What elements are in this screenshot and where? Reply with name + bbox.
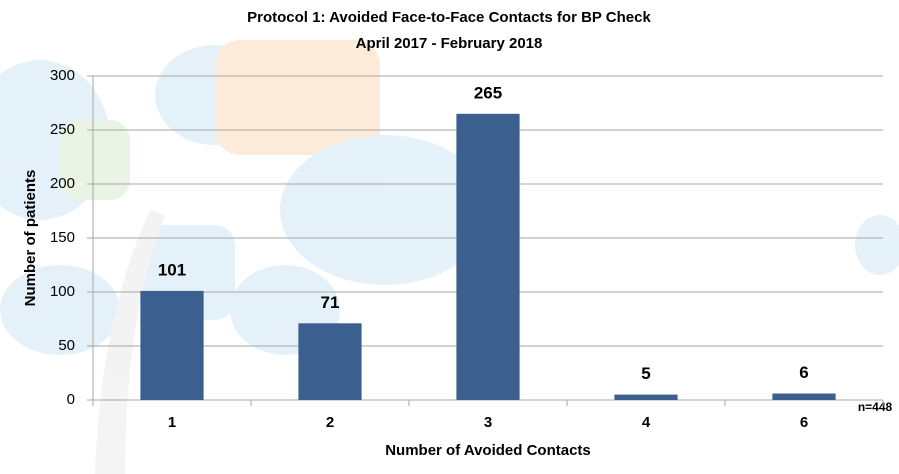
- y-tick-label: 250: [50, 121, 75, 138]
- chart: Protocol 1: Avoided Face-to-Face Contact…: [0, 0, 899, 474]
- chart-title: Protocol 1: Avoided Face-to-Face Contact…: [247, 9, 651, 26]
- data-label: 71: [321, 293, 340, 312]
- bar: [140, 291, 203, 400]
- x-tick-label: 2: [326, 414, 334, 431]
- y-axis-label: Number of patients: [22, 170, 39, 307]
- data-label: 265: [474, 83, 502, 102]
- y-tick-label: 100: [50, 283, 75, 300]
- x-tick-label: 3: [484, 414, 492, 431]
- bar: [772, 394, 835, 400]
- y-tick-label: 200: [50, 175, 75, 192]
- y-tick-label: 0: [67, 391, 75, 408]
- annotation: n=448: [858, 400, 893, 414]
- chart-subtitle: April 2017 - February 2018: [356, 35, 543, 52]
- data-label: 6: [799, 363, 808, 382]
- bar: [456, 114, 519, 400]
- x-axis-label: Number of Avoided Contacts: [385, 442, 591, 459]
- bar: [614, 395, 677, 400]
- bar: [298, 323, 361, 400]
- x-tick-label: 6: [800, 414, 808, 431]
- x-tick-label: 4: [642, 414, 651, 431]
- data-label: 5: [641, 364, 650, 383]
- background-bubbles: [0, 40, 899, 474]
- y-tick-label: 50: [58, 337, 75, 354]
- y-tick-label: 150: [50, 229, 75, 246]
- x-tick-label: 1: [168, 414, 176, 431]
- y-tick-label: 300: [50, 67, 75, 84]
- data-label: 101: [158, 260, 186, 279]
